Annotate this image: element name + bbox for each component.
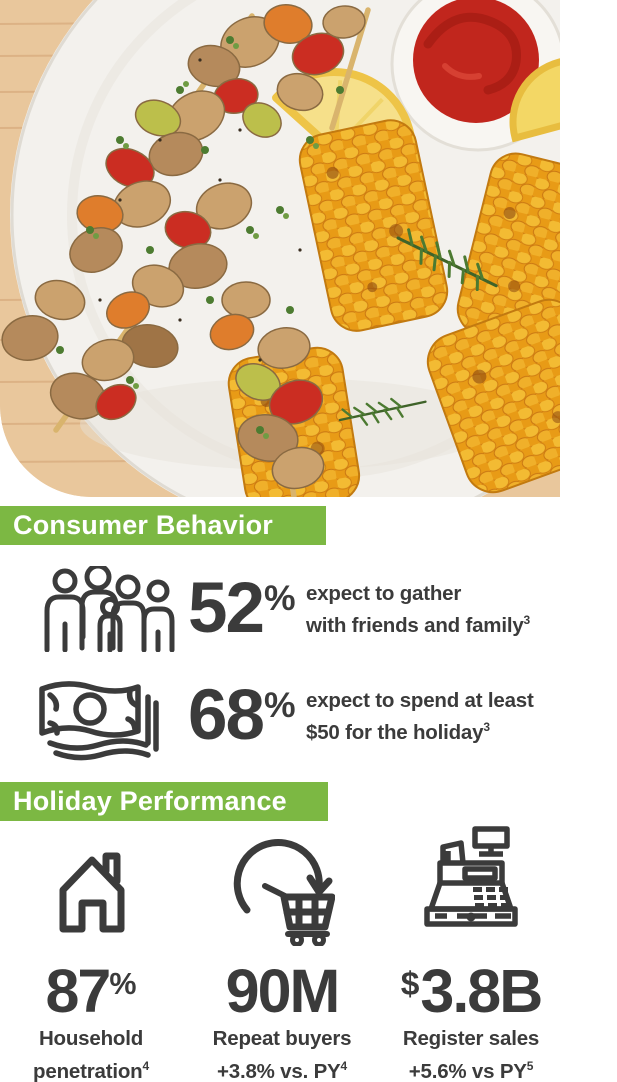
percent-sign: %: [263, 685, 296, 725]
stat-col-repeat-buyers: 90M Repeat buyers +3.8% vs. PY4: [196, 822, 368, 1082]
footnote-marker: 3: [523, 613, 531, 627]
stat-col-household-penetration: 87% Household penetration4: [5, 822, 177, 1082]
desc-line-1: expect to spend at least: [306, 689, 534, 712]
stat-row-gather: 52% expect to gather with friends and fa…: [0, 563, 617, 665]
stat-col-register-sales: $3.8B Register sales +5.6% vs PY5: [385, 822, 557, 1082]
footnote-marker: 4: [142, 1058, 149, 1073]
footnote-marker: 4: [340, 1058, 348, 1073]
section-header-consumer-behavior: Consumer Behavior: [0, 506, 326, 545]
percent-sign: %: [109, 966, 137, 1001]
stat-label-repeat-buyers: Repeat buyers +3.8% vs. PY4: [186, 1026, 378, 1082]
label-line-1: Household: [38, 1027, 144, 1050]
label-line-2: +3.8% vs. PY: [216, 1059, 341, 1082]
stat-number: 87: [45, 957, 112, 1025]
food-photo: [0, 0, 560, 497]
stat-number: 90M: [225, 957, 341, 1025]
stat-label-household: Household penetration4: [0, 1026, 187, 1082]
stat-desc-gather: expect to gather with friends and family…: [306, 581, 530, 639]
money-icon: [36, 675, 168, 766]
desc-line-1: expect to gather: [306, 582, 462, 605]
section-title-consumer-behavior: Consumer Behavior: [13, 510, 273, 540]
food-photo-illustration: [0, 0, 560, 497]
dollar-sign: $: [400, 965, 420, 1003]
label-line-2: +5.6% vs PY: [408, 1059, 527, 1082]
desc-line-2: with friends and family: [306, 613, 524, 637]
stat-number: 3.8B: [420, 957, 543, 1025]
stat-value-spend: 68%: [188, 680, 296, 751]
stat-value-gather: 52%: [188, 573, 296, 644]
stat-value-household: 87%: [5, 961, 177, 1022]
stat-number: 68: [188, 676, 265, 755]
stat-label-register-sales: Register sales +5.6% vs PY5: [375, 1026, 567, 1082]
family-group-icon: [38, 563, 176, 657]
label-line-1: Repeat buyers: [212, 1027, 352, 1050]
footnote-marker: 5: [526, 1058, 534, 1073]
house-icon: [51, 843, 131, 940]
stat-row-spend: 68% expect to spend at least $50 for the…: [0, 672, 617, 772]
section-title-holiday-performance: Holiday Performance: [13, 786, 287, 816]
stat-desc-spend: expect to spend at least $50 for the hol…: [306, 688, 534, 746]
stat-value-repeat-buyers: 90M: [196, 961, 368, 1022]
desc-line-2: $50 for the holiday: [306, 720, 484, 744]
footnote-marker: 3: [483, 720, 490, 734]
cash-register-icon: [423, 823, 519, 932]
stat-number: 52: [188, 569, 265, 648]
repeat-purchase-cart-icon: [229, 836, 336, 951]
section-header-holiday-performance: Holiday Performance: [0, 782, 328, 821]
stat-value-register-sales: $3.8B: [385, 961, 557, 1022]
label-line-1: Register sales: [402, 1027, 540, 1050]
percent-sign: %: [263, 578, 296, 618]
label-line-2: penetration: [33, 1059, 143, 1082]
